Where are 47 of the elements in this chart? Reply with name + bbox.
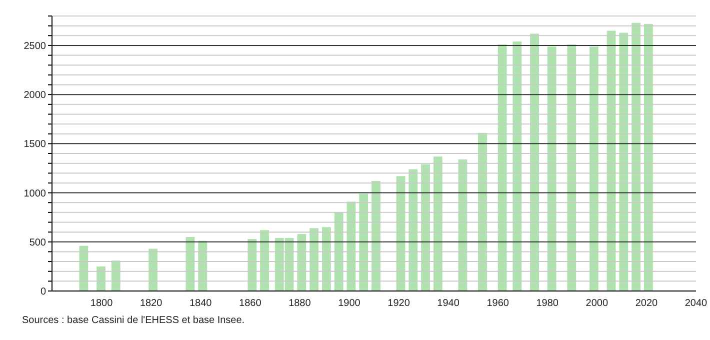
bar	[619, 32, 628, 291]
bar	[644, 24, 653, 291]
x-tick-label: 1980	[536, 298, 559, 310]
x-tick-label: 1900	[338, 298, 361, 310]
y-tick-label: 0	[40, 286, 46, 298]
bar	[372, 181, 380, 291]
y-tick-label: 1500	[24, 139, 46, 150]
y-tick-label: 500	[29, 237, 46, 248]
bar	[408, 169, 418, 291]
x-tick-label: 2000	[586, 298, 608, 310]
bar	[198, 240, 208, 291]
bar	[359, 194, 368, 291]
bar	[260, 230, 269, 291]
bar	[512, 42, 522, 291]
x-tick-label: 1840	[189, 298, 212, 310]
bar	[530, 34, 539, 291]
x-tick-label: 1800	[90, 298, 114, 310]
bar	[478, 132, 487, 291]
bar	[322, 227, 331, 291]
bar	[589, 46, 598, 291]
bar	[248, 238, 257, 291]
x-tick-label: 2040	[684, 298, 708, 310]
bar	[567, 44, 576, 291]
bar	[421, 164, 430, 291]
x-tick-label: 2020	[635, 298, 658, 310]
bar	[96, 266, 106, 291]
x-tick-label: 1960	[486, 298, 510, 310]
bar	[498, 44, 507, 291]
x-tick-label: 1920	[388, 298, 410, 310]
bar	[79, 246, 88, 291]
bar	[297, 234, 306, 291]
bar	[433, 156, 442, 291]
bar	[310, 228, 319, 291]
source-note: Sources : base Cassini de l'EHESS et base Insee.	[22, 315, 246, 326]
bar	[334, 212, 344, 291]
x-tick-label: 1860	[239, 298, 262, 310]
x-tick-label: 1820	[140, 298, 163, 310]
bar	[547, 46, 556, 291]
bar	[148, 248, 158, 291]
bar	[111, 260, 120, 291]
bar	[632, 22, 641, 291]
x-tick-label: 1880	[288, 298, 312, 310]
x-tick-label: 1940	[437, 298, 460, 310]
y-tick-label: 2000	[24, 90, 46, 102]
bar	[458, 159, 468, 291]
y-tick-label: 1000	[24, 188, 46, 200]
y-tick-label: 2500	[24, 41, 46, 52]
